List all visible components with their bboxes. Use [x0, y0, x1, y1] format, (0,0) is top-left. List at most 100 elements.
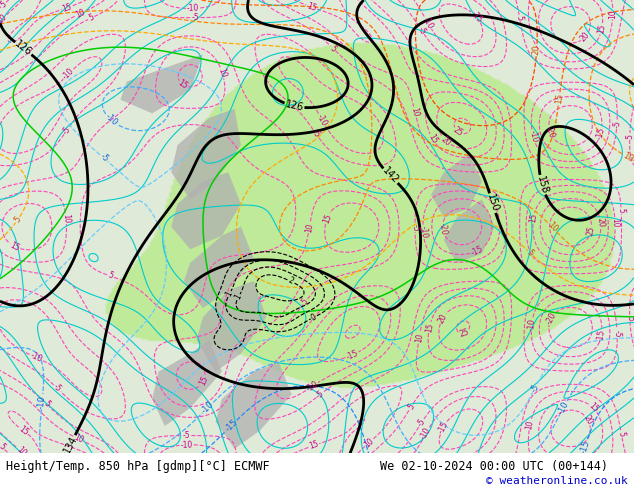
Text: 10: 10: [414, 333, 424, 343]
Text: 20: 20: [579, 30, 592, 44]
Text: 5: 5: [107, 271, 114, 281]
Text: 5: 5: [406, 402, 417, 411]
Text: 0: 0: [309, 312, 318, 322]
Text: -20: -20: [437, 222, 448, 236]
Text: 10: 10: [608, 9, 618, 19]
Text: -10: -10: [103, 112, 119, 127]
Text: 5: 5: [515, 15, 524, 22]
Polygon shape: [444, 199, 495, 263]
Text: 25: 25: [586, 225, 597, 236]
Text: -15: -15: [470, 245, 484, 258]
Text: 10: 10: [15, 445, 28, 458]
Text: 25: 25: [452, 125, 465, 138]
Text: 10: 10: [74, 7, 87, 20]
Text: 20: 20: [532, 45, 541, 55]
Text: 15: 15: [197, 374, 210, 387]
Polygon shape: [171, 172, 241, 249]
Polygon shape: [197, 281, 266, 371]
Text: -15: -15: [596, 328, 607, 342]
Text: 20: 20: [581, 414, 594, 426]
Text: -10: -10: [315, 112, 329, 127]
Text: -15: -15: [436, 420, 450, 435]
Text: 10: 10: [0, 12, 9, 25]
Text: 5: 5: [87, 13, 95, 23]
Text: 5: 5: [42, 399, 51, 409]
Text: 126: 126: [13, 39, 34, 58]
Text: 1: 1: [233, 293, 243, 301]
Text: 10: 10: [363, 436, 376, 449]
Text: 15: 15: [586, 401, 600, 415]
Text: 10: 10: [304, 222, 314, 233]
Text: -5: -5: [310, 128, 322, 139]
Text: -10: -10: [200, 400, 216, 416]
Text: -15: -15: [579, 439, 592, 454]
Text: -5: -5: [191, 13, 199, 22]
Text: -5: -5: [415, 417, 427, 429]
Text: -10: -10: [421, 15, 435, 30]
Text: -10: -10: [527, 129, 539, 144]
Polygon shape: [171, 109, 241, 199]
Text: -20: -20: [544, 124, 556, 139]
Text: 5: 5: [625, 134, 634, 139]
Polygon shape: [216, 363, 292, 449]
Text: -5: -5: [612, 120, 622, 128]
Polygon shape: [152, 340, 222, 426]
Text: 20: 20: [439, 134, 453, 147]
Text: 2: 2: [287, 276, 295, 286]
Text: 5: 5: [617, 208, 626, 213]
Text: -5: -5: [529, 382, 541, 394]
Text: 15: 15: [61, 2, 74, 13]
Text: -10: -10: [61, 67, 76, 82]
Text: 10: 10: [72, 433, 85, 445]
Text: 15: 15: [426, 133, 439, 146]
Text: -10: -10: [180, 440, 193, 449]
Text: 5: 5: [301, 297, 311, 306]
Text: -10: -10: [186, 4, 199, 13]
Text: -20: -20: [545, 311, 558, 326]
Text: 15: 15: [597, 23, 607, 34]
Text: 5: 5: [0, 0, 8, 9]
Text: 15: 15: [307, 440, 320, 451]
Text: -10: -10: [419, 426, 433, 441]
Text: -10: -10: [556, 400, 571, 416]
Text: -10: -10: [37, 394, 48, 409]
Text: 126: 126: [284, 99, 304, 113]
Text: 15: 15: [8, 241, 21, 253]
Text: -15: -15: [469, 9, 484, 24]
Text: -5: -5: [98, 152, 110, 164]
Text: 20: 20: [436, 312, 449, 325]
Text: -10: -10: [304, 379, 320, 393]
Text: -5: -5: [410, 223, 420, 231]
Text: 15: 15: [528, 213, 539, 224]
Text: Height/Temp. 850 hPa [gdmp][°C] ECMWF: Height/Temp. 850 hPa [gdmp][°C] ECMWF: [6, 460, 270, 473]
Text: -5: -5: [416, 24, 427, 36]
Text: 20: 20: [596, 218, 605, 228]
Text: 5: 5: [526, 248, 536, 258]
Text: 134: 134: [61, 434, 79, 455]
Text: -15: -15: [223, 418, 239, 434]
Text: 15: 15: [321, 212, 333, 224]
Text: -10: -10: [527, 318, 537, 331]
Text: -5: -5: [612, 330, 622, 338]
Text: 5: 5: [0, 442, 7, 452]
Text: © weatheronline.co.uk: © weatheronline.co.uk: [486, 476, 628, 486]
Text: 5: 5: [328, 44, 338, 53]
Text: 5: 5: [13, 215, 23, 224]
Text: -15: -15: [344, 348, 359, 362]
Text: -5: -5: [314, 389, 326, 400]
Text: 5: 5: [616, 430, 626, 437]
Text: -5: -5: [61, 124, 73, 136]
Text: 15: 15: [176, 78, 190, 91]
Text: 10: 10: [611, 218, 620, 228]
Polygon shape: [120, 54, 203, 113]
Text: 5: 5: [625, 316, 634, 321]
Text: 15: 15: [306, 1, 318, 13]
Text: -10: -10: [418, 225, 428, 239]
Text: -5: -5: [51, 382, 63, 394]
Text: -15: -15: [595, 126, 607, 141]
Polygon shape: [184, 226, 254, 308]
Text: 15: 15: [554, 93, 564, 104]
Text: -10: -10: [29, 351, 44, 364]
Text: 10: 10: [545, 220, 559, 234]
Text: 158: 158: [535, 174, 550, 195]
